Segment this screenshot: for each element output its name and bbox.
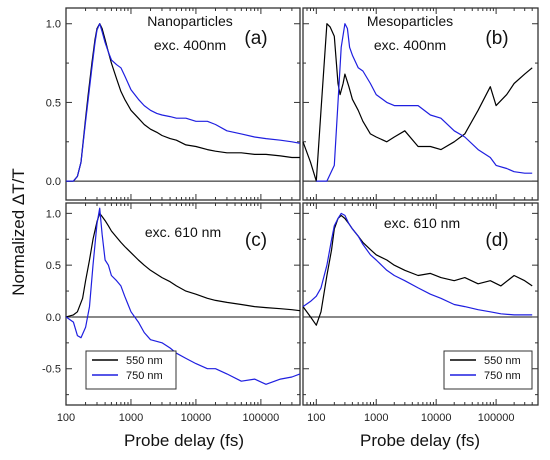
panel-frame-0 xyxy=(65,7,301,201)
legend-label: 750 nm xyxy=(126,370,163,382)
panel-annotation: Mesoparticles xyxy=(367,13,453,29)
text-layer: 0.0 0.5 1.0 (a) Nanoparticles exc. 400nm (b) Me… xyxy=(42,13,533,424)
series-line-2-1 xyxy=(65,207,301,385)
panel-frame-2 xyxy=(65,202,301,406)
y-tick-label: 1.0 xyxy=(46,19,61,31)
series-line-1-0 xyxy=(302,23,533,182)
legend-label: 750 nm xyxy=(484,370,521,382)
panel-annotation: exc. 610 nm xyxy=(384,215,460,231)
y-tick-label: -0.5 xyxy=(42,364,61,376)
panel-frame-1 xyxy=(302,7,539,201)
x-tick-label: 100 xyxy=(307,412,325,424)
x-tick-label: 100 xyxy=(57,412,75,424)
x-tick-label: 10000 xyxy=(181,412,212,424)
panel-label: (b) xyxy=(485,28,508,49)
legend-box xyxy=(443,350,533,390)
x-tick-label: 1000 xyxy=(364,412,388,424)
panel-label: (c) xyxy=(245,230,267,251)
series-line-3-1 xyxy=(302,212,533,316)
y-tick-label: 0.5 xyxy=(46,260,61,272)
panel-label: (d) xyxy=(485,230,508,251)
series-line-0-1 xyxy=(66,23,301,182)
series-line-2-0 xyxy=(65,212,301,318)
y-axis-title: Normalized ΔT/T xyxy=(9,168,28,296)
y-tick-label: 0.0 xyxy=(46,312,61,324)
series-line-3-0 xyxy=(302,214,533,326)
x-axis-title-left: Probe delay (fs) xyxy=(124,431,244,450)
panel-frames xyxy=(65,7,539,406)
panel-label: (a) xyxy=(244,28,267,49)
legend-label: 550 nm xyxy=(126,355,163,367)
panel-annotation: Nanoparticles xyxy=(147,13,233,29)
x-tick-label: 100000 xyxy=(478,412,515,424)
x-tick-label: 100000 xyxy=(243,412,280,424)
series-line-1-1 xyxy=(316,23,533,182)
x-tick-label: 10000 xyxy=(421,412,452,424)
legend-label: 550 nm xyxy=(484,355,521,367)
panel-annotation: exc. 400nm xyxy=(154,37,226,53)
data-layer xyxy=(65,23,533,385)
y-tick-label: 1.0 xyxy=(46,208,61,220)
x-tick-label: 1000 xyxy=(119,412,143,424)
x-axis-title-right: Probe delay (fs) xyxy=(360,431,480,450)
panel-frame-3 xyxy=(302,202,539,406)
y-tick-label: 0.0 xyxy=(46,176,61,188)
y-tick-label: 0.5 xyxy=(46,97,61,109)
panel-annotation: exc. 610 nm xyxy=(145,224,221,240)
panel-annotation: exc. 400nm xyxy=(374,37,446,53)
legend-box xyxy=(85,350,177,390)
